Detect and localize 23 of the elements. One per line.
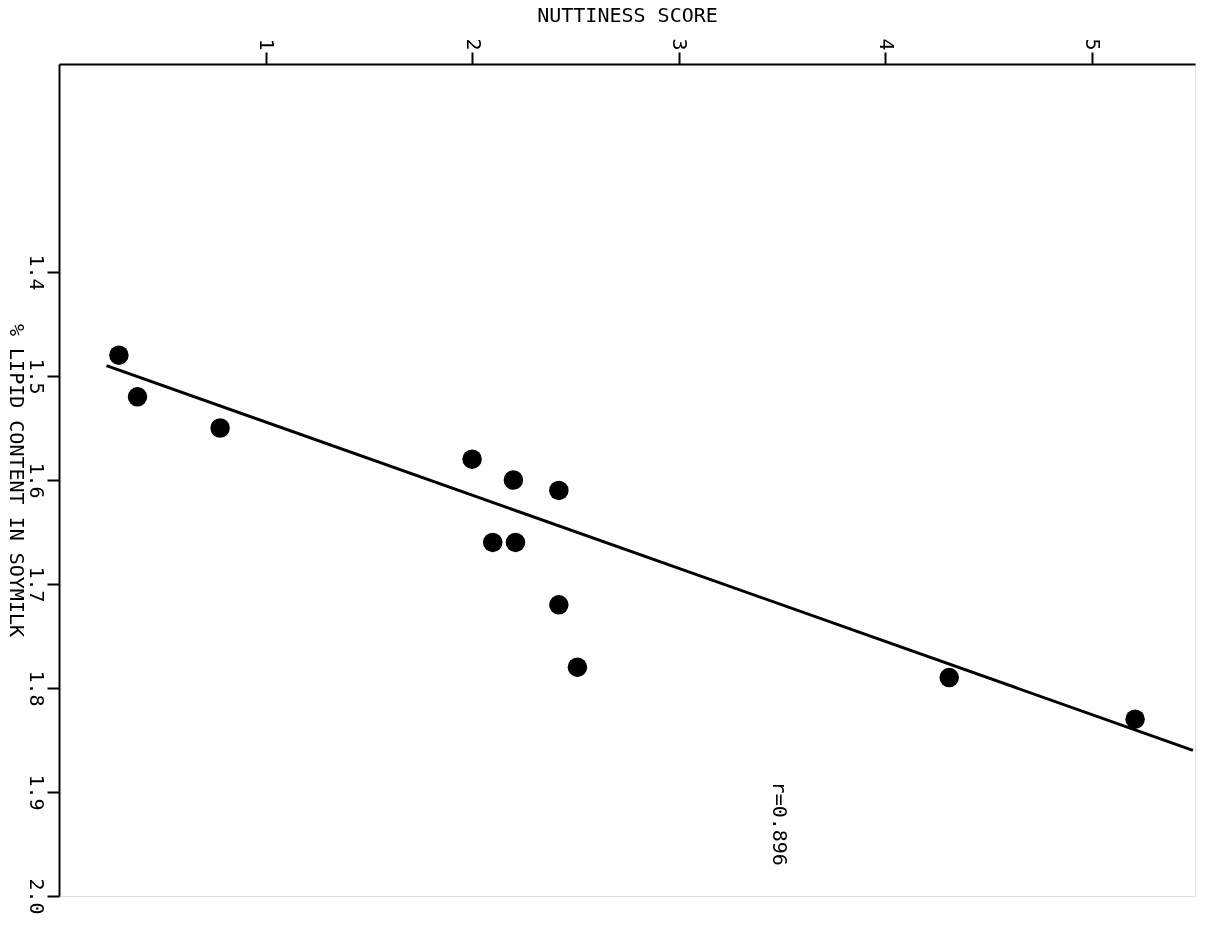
x-tick-label: 1	[255, 38, 280, 51]
annotation: r=0.896	[768, 781, 792, 866]
x-tick-label: 4	[874, 38, 899, 51]
point	[210, 418, 230, 438]
point	[127, 387, 148, 407]
x-axis-title: NUTTINESS SCORE	[537, 3, 718, 28]
point	[549, 480, 569, 501]
point	[549, 595, 569, 615]
y-tick-label: 1.4	[24, 254, 49, 291]
y-tick-label: 2.0	[24, 878, 49, 915]
point	[503, 470, 524, 490]
point	[483, 532, 503, 553]
y-tick-label: 1.9	[24, 774, 49, 811]
x-tick-label: 3	[668, 38, 693, 51]
x-tick-label: 5	[1081, 38, 1106, 51]
y-tick-label: 1.8	[24, 670, 49, 707]
point	[462, 449, 482, 469]
point	[109, 345, 129, 365]
point	[505, 532, 526, 553]
point	[939, 667, 959, 688]
point	[567, 657, 588, 677]
point	[1125, 709, 1145, 729]
x-tick-label: 2	[461, 38, 486, 51]
